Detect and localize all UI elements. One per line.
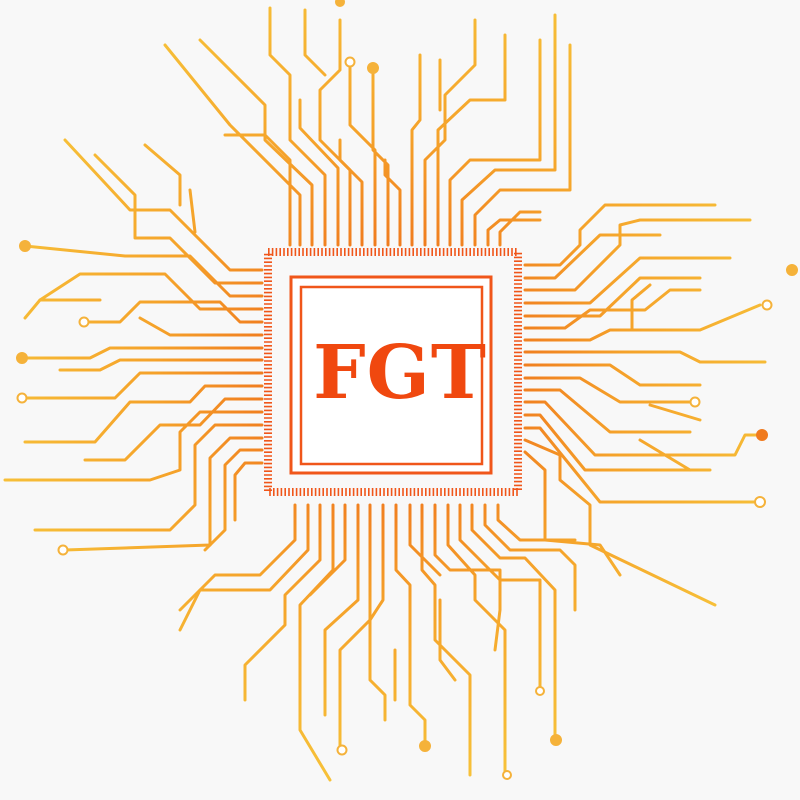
trace	[486, 218, 542, 247]
trace	[523, 400, 764, 457]
trace	[138, 316, 264, 337]
trace	[303, 8, 327, 77]
trace	[458, 503, 542, 692]
terminal-node	[419, 740, 431, 752]
chip-inner-outline	[299, 285, 484, 466]
terminal-node	[16, 352, 28, 364]
chip	[264, 248, 522, 496]
chip-label: FGT	[313, 330, 487, 416]
trace	[33, 423, 264, 532]
trace	[470, 503, 557, 742]
trace	[223, 133, 292, 247]
trace	[188, 188, 197, 234]
terminal-node	[689, 396, 701, 408]
trace	[93, 153, 264, 285]
trace	[523, 413, 712, 472]
chip-pin-ring	[264, 248, 522, 496]
trace	[63, 436, 264, 552]
trace	[473, 43, 572, 247]
trace	[58, 358, 264, 372]
trace	[143, 143, 182, 207]
terminal-node	[335, 0, 345, 7]
trace	[20, 371, 264, 400]
trace	[483, 503, 577, 612]
trace	[523, 233, 662, 280]
trace	[368, 503, 387, 722]
trace	[648, 403, 702, 422]
trace	[163, 43, 302, 247]
trace	[436, 33, 507, 247]
terminal-node	[754, 496, 766, 508]
trace	[233, 461, 264, 522]
trace	[323, 503, 360, 717]
trace	[408, 503, 442, 577]
trace	[298, 503, 335, 782]
trace	[638, 438, 692, 472]
trace	[178, 503, 297, 612]
trace	[523, 303, 762, 342]
trace	[523, 363, 702, 387]
terminal-node	[756, 429, 768, 441]
trace	[318, 18, 352, 247]
trace	[523, 256, 732, 305]
trace	[83, 300, 264, 324]
trace	[433, 503, 502, 652]
trace	[178, 503, 310, 632]
terminal-node	[786, 264, 798, 276]
trace	[383, 158, 402, 247]
trace	[523, 438, 717, 607]
trace	[338, 138, 364, 247]
trace	[420, 503, 472, 777]
trace	[198, 38, 314, 247]
trace	[3, 410, 264, 482]
trace	[298, 98, 340, 247]
terminal-node	[16, 392, 28, 404]
terminal-node	[367, 62, 379, 74]
trace	[523, 218, 752, 292]
terminal-node	[535, 686, 545, 696]
trace	[308, 503, 347, 597]
trace	[496, 503, 577, 542]
terminal-node	[550, 734, 562, 746]
terminal-node	[336, 744, 348, 756]
trace	[23, 346, 264, 360]
trace	[498, 210, 542, 247]
trace	[63, 138, 264, 272]
trace	[23, 244, 264, 298]
terminal-node	[502, 770, 512, 780]
trace	[438, 598, 457, 682]
terminal-node	[344, 56, 356, 68]
terminal-node	[57, 544, 69, 556]
trace	[523, 376, 695, 404]
trace	[243, 503, 322, 702]
trace	[523, 350, 767, 364]
trace	[23, 384, 264, 444]
trace	[23, 272, 264, 320]
trace	[83, 397, 264, 462]
trace	[448, 38, 542, 247]
trace-terminals	[16, 0, 798, 780]
trace	[203, 448, 264, 552]
terminal-node	[19, 240, 31, 252]
trace	[394, 503, 427, 747]
terminal-node	[78, 316, 90, 328]
trace	[348, 60, 377, 247]
trace	[371, 66, 390, 247]
trace	[460, 13, 557, 247]
trace	[268, 6, 327, 247]
trace	[523, 388, 692, 434]
trace	[523, 276, 702, 318]
circuit-traces	[3, 6, 767, 782]
terminal-node	[761, 299, 773, 311]
trace	[523, 426, 762, 504]
trace	[630, 283, 652, 332]
trace	[410, 53, 422, 247]
trace	[446, 503, 507, 777]
trace	[423, 18, 477, 247]
trace	[338, 503, 372, 752]
trace	[523, 203, 717, 267]
trace	[523, 288, 702, 330]
